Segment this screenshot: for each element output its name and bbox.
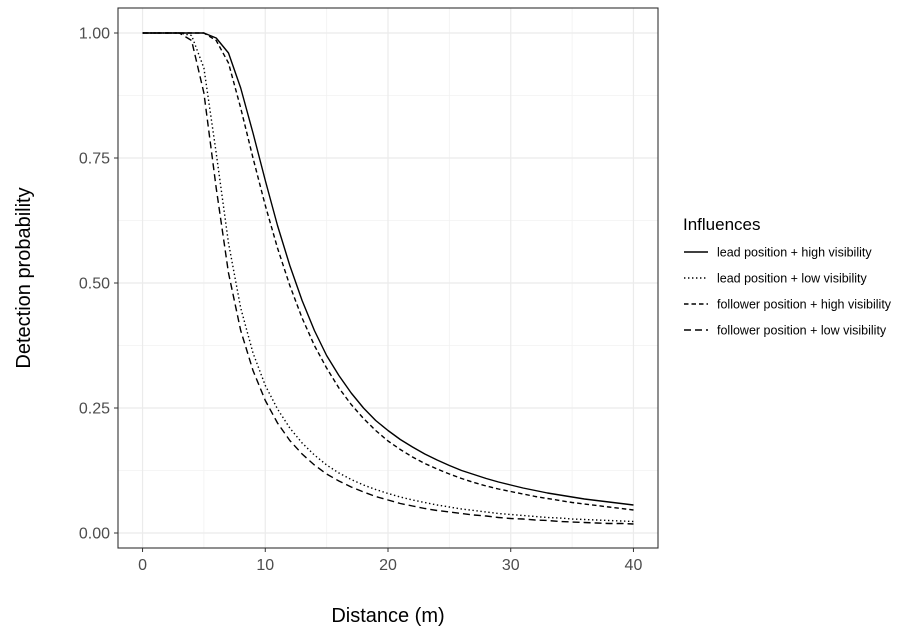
x-tick-label: 30 [502, 557, 520, 574]
legend-label-1: lead position + high visibility [717, 246, 872, 260]
y-tick-label: 1.00 [79, 26, 110, 43]
y-tick-label: 0.50 [79, 276, 110, 293]
series-lines [142, 32, 634, 525]
legend-title: Influences [683, 215, 761, 234]
x-tick-label: 40 [625, 557, 643, 574]
y-tick-label: 0.75 [79, 151, 110, 168]
legend-label-2: lead position + low visibility [717, 272, 867, 286]
x-tick-label: 20 [379, 557, 397, 574]
x-tick-label: 0 [138, 557, 147, 574]
major-gridlines [118, 8, 658, 548]
legend-label-4: follower position + low visibility [717, 324, 887, 338]
legend-label-3: follower position + high visibility [717, 298, 892, 312]
y-tick-label: 0.00 [79, 526, 110, 543]
legend: Influences lead position + high visibili… [683, 215, 892, 338]
x-axis-title: Distance (m) [331, 605, 444, 627]
series-line-1 [142, 32, 634, 506]
y-axis: 0.00 0.25 0.50 0.75 1.00 [79, 26, 118, 543]
series-line-4 [142, 32, 634, 525]
x-tick-label: 10 [256, 557, 274, 574]
x-axis: 0 10 20 30 40 [138, 548, 642, 574]
y-tick-label: 0.25 [79, 401, 110, 418]
y-axis-title: Detection probability [13, 187, 35, 368]
series-line-3 [142, 32, 634, 511]
